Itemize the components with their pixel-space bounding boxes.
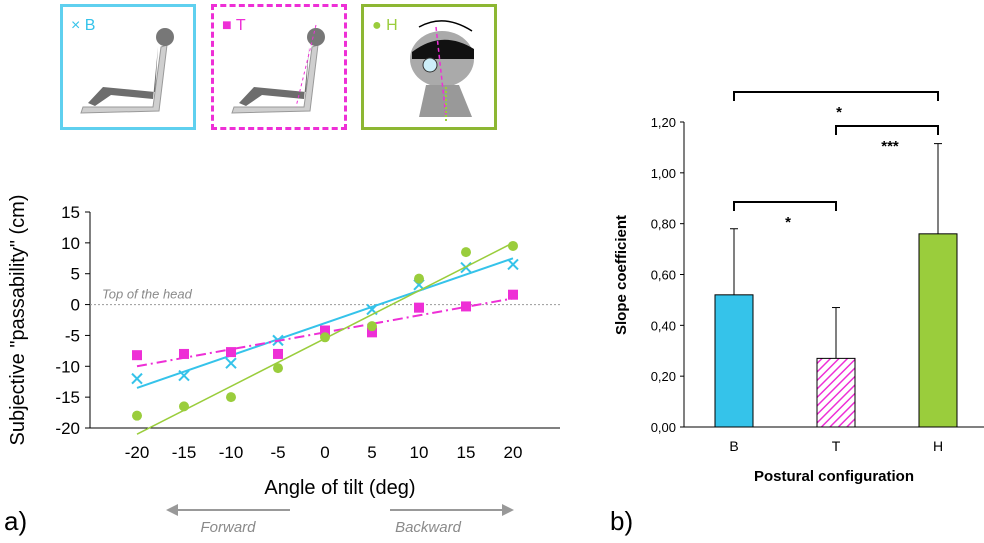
legend-box-t: ■ T [211, 4, 347, 130]
data-point-t [320, 325, 330, 336]
x-tick-label: -20 [125, 443, 150, 462]
forward-label: Forward [200, 519, 256, 536]
x-tick-label: -5 [270, 443, 285, 462]
y-tick-label: -5 [65, 326, 80, 345]
backward-arrow-head [502, 504, 514, 516]
panel-a-caption: a) [4, 506, 28, 536]
data-point-h [320, 332, 330, 343]
data-point-h [226, 392, 236, 403]
legend-box-b: × B [60, 4, 196, 130]
reference-line-label: Top of the head [102, 287, 193, 302]
y-tick-label: 10 [61, 234, 80, 253]
y-tick-label: 0 [71, 296, 80, 315]
data-point-h [273, 363, 283, 374]
y-tick-label: -20 [55, 419, 80, 438]
x-tick-label: -10 [219, 443, 244, 462]
data-point-h [179, 401, 189, 412]
y-tick-label: -10 [55, 357, 80, 376]
data-point-b [131, 372, 143, 385]
data-point-b [178, 369, 190, 382]
reclined-posture-illustration-b [80, 28, 174, 114]
legend-label-h: ● H [372, 17, 398, 34]
x-tick-label: 10 [410, 443, 429, 462]
forward-arrow-head [166, 504, 178, 516]
x-tick-label: 20 [504, 443, 523, 462]
legend-label-b: × B [71, 17, 96, 34]
head-tilt-illustration [410, 20, 474, 121]
data-point-h [461, 247, 471, 258]
data-point-t [273, 348, 283, 359]
data-point-t [179, 348, 189, 359]
data-point-b [507, 258, 519, 271]
fit-line-t [136, 297, 514, 368]
data-point-t [461, 301, 471, 312]
legend-label-t: ■ T [222, 17, 246, 34]
data-point-b [225, 357, 237, 369]
x-tick-label: 0 [320, 443, 329, 462]
x-axis-title: Angle of tilt (deg) [264, 477, 415, 499]
fit-line-b [136, 257, 514, 389]
data-point-t [132, 350, 142, 361]
data-point-t [226, 347, 236, 358]
y-axis-title: Subjective "passability" (cm) [7, 195, 29, 446]
data-point-h [367, 321, 377, 332]
reclined-posture-illustration-t [231, 24, 325, 114]
x-tick-label: 5 [367, 443, 376, 462]
data-point-t [508, 289, 518, 300]
backward-label: Backward [395, 519, 462, 536]
data-point-h [132, 410, 142, 421]
panel-b-caption: b) [610, 506, 634, 536]
x-tick-label: -15 [172, 443, 197, 462]
data-point-h [508, 240, 518, 251]
x-tick-label: 15 [457, 443, 476, 462]
y-tick-label: 5 [71, 265, 80, 284]
data-point-h [414, 273, 424, 284]
y-tick-label: 15 [61, 203, 80, 222]
data-point-t [414, 302, 424, 313]
y-tick-label: -15 [55, 388, 80, 407]
legend-box-h: ● H [361, 4, 497, 130]
data-point-t [367, 327, 377, 338]
